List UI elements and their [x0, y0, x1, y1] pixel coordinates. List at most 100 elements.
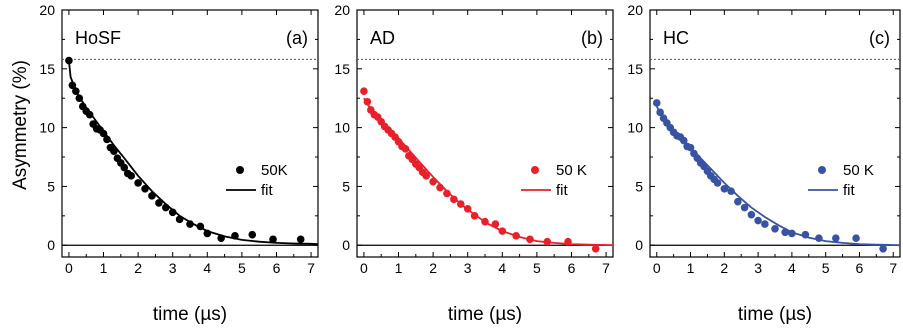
data-point [85, 110, 94, 119]
data-point [720, 184, 729, 193]
legend-label: 50K [261, 162, 288, 179]
data-point [429, 177, 437, 186]
legend-label: 50 K [843, 162, 874, 179]
data-point [269, 235, 277, 244]
y-tick-label: 5 [342, 178, 350, 194]
y-tick-label: 10 [39, 120, 55, 136]
data-point [781, 228, 789, 237]
panel-label: (b) [581, 28, 603, 48]
y-tick-label: 5 [47, 178, 55, 194]
x-tick-label: 7 [307, 260, 315, 276]
data-point [832, 234, 840, 242]
legend-marker [531, 166, 539, 174]
data-point [75, 94, 84, 103]
legend-label: 50 K [556, 162, 587, 179]
x-tick-label: 7 [602, 260, 610, 276]
x-tick-label: 2 [429, 260, 437, 276]
data-point [99, 129, 108, 138]
data-point [65, 56, 73, 65]
data-point [68, 81, 77, 90]
x-tick-label: 4 [498, 260, 506, 276]
data-point [110, 147, 118, 155]
legend-label: fit [261, 182, 274, 199]
data-point [788, 229, 796, 238]
data-point [436, 183, 444, 192]
chart-panel-1: 0 1 2 3 4 5 6 7 0 5 10 15 20 HoSF (a) 50K fit time (µs) [39, 2, 319, 325]
legend-label: fit [843, 182, 856, 199]
data-point [168, 208, 177, 217]
x-tick-label: 0 [65, 260, 73, 276]
data-point [450, 195, 458, 204]
panel-label: (c) [869, 28, 890, 48]
x-tick-label: 5 [822, 260, 830, 276]
y-tick-label: 0 [342, 237, 350, 253]
x-tick-label: 4 [788, 260, 796, 276]
y-tick-label: 15 [334, 61, 350, 77]
x-tick-label: 1 [395, 260, 403, 276]
x-tick-label: 7 [889, 260, 897, 276]
x-tick-label: 5 [533, 260, 541, 276]
data-point [771, 224, 779, 233]
y-tick-label: 5 [635, 178, 643, 194]
y-tick-label: 20 [39, 2, 55, 18]
data-point [296, 235, 305, 244]
data-point [591, 244, 600, 253]
x-tick-label: 0 [360, 260, 368, 276]
data-point [734, 197, 742, 206]
data-point [761, 220, 769, 228]
data-point [72, 87, 80, 95]
data-point [491, 220, 500, 228]
data-point [141, 184, 149, 193]
data-point [456, 200, 465, 208]
x-tick-label: 6 [273, 260, 281, 276]
data-point [463, 204, 472, 213]
data-point [852, 234, 860, 242]
legend-marker [818, 166, 826, 174]
data-point [203, 229, 212, 238]
x-tick-label: 3 [464, 260, 472, 276]
data-point [363, 97, 372, 106]
data-point [656, 108, 664, 117]
data-point [161, 203, 170, 212]
x-tick-label: 5 [238, 260, 246, 276]
data-point [801, 230, 810, 239]
x-axis-label: time (µs) [153, 304, 227, 325]
y-tick-label: 10 [334, 120, 350, 136]
y-tick-label: 0 [635, 237, 643, 253]
x-tick-label: 6 [856, 260, 864, 276]
data-point [196, 222, 205, 231]
data-point [713, 179, 722, 187]
data-point [443, 189, 451, 198]
data-point [747, 210, 756, 219]
y-tick-label: 20 [334, 2, 350, 18]
data-point [155, 199, 163, 207]
chart-panel-3: 0 1 2 3 4 5 6 7 0 5 10 15 20 HC (c) 50 K fit time (µs) [627, 2, 901, 325]
x-tick-label: 1 [100, 260, 108, 276]
y-axis-label: Asymmetry (%) [10, 60, 31, 190]
data-point [498, 227, 507, 235]
x-tick-label: 2 [134, 260, 142, 276]
x-tick-label: 4 [203, 260, 211, 276]
y-tick-label: 15 [39, 61, 55, 77]
data-point [120, 163, 129, 172]
data-point [815, 234, 823, 242]
chart-panel-2: 0 1 2 3 4 5 6 7 0 5 10 15 20 AD (b) 50 K fit time (µs) [334, 2, 614, 325]
data-point [543, 237, 552, 246]
data-point [103, 135, 111, 144]
data-point [422, 172, 430, 180]
x-axis-label: time (µs) [448, 304, 522, 325]
x-tick-label: 3 [754, 260, 762, 276]
legend-marker [236, 166, 244, 174]
y-tick-label: 15 [627, 61, 643, 77]
data-point [512, 232, 520, 240]
data-point [360, 87, 368, 95]
y-tick-label: 0 [47, 237, 55, 253]
data-point [754, 216, 762, 225]
x-tick-label: 0 [653, 260, 661, 276]
data-point [679, 136, 688, 145]
data-point [401, 144, 410, 153]
data-point [217, 234, 225, 242]
y-tick-label: 10 [627, 120, 643, 136]
fit-curve [68, 60, 319, 245]
